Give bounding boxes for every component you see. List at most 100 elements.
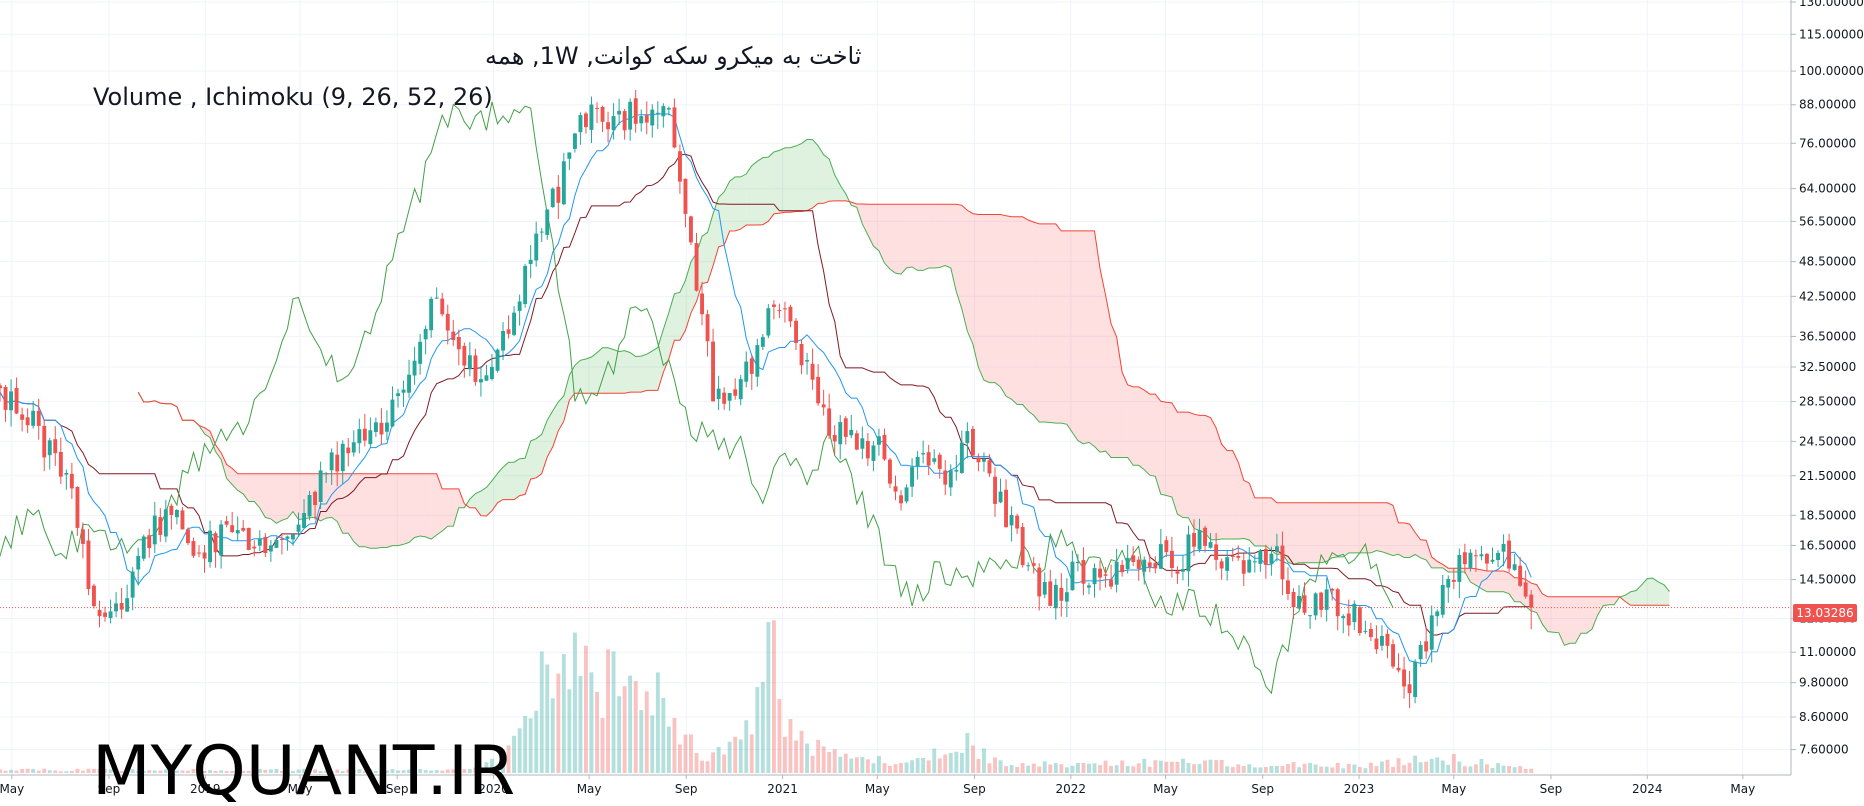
volume-bar xyxy=(1252,767,1257,773)
candle xyxy=(335,441,340,487)
cloud-segment-bullish xyxy=(619,350,625,394)
volume-bar xyxy=(163,769,168,773)
candle-body xyxy=(208,530,212,563)
candle-body xyxy=(650,109,655,126)
cloud-segment-bearish xyxy=(403,473,410,545)
volume-bar xyxy=(75,768,80,773)
candle-body xyxy=(606,122,610,130)
cloud-segment-bearish xyxy=(978,214,984,381)
candle-body xyxy=(274,539,279,548)
candle xyxy=(9,379,13,427)
volume-bar xyxy=(517,728,522,773)
volume-bar xyxy=(1015,767,1020,773)
candle xyxy=(1186,525,1191,587)
candle xyxy=(865,432,870,466)
volume-bar xyxy=(854,757,859,773)
candle xyxy=(130,567,135,611)
cloud-segment-bearish xyxy=(1586,596,1592,634)
cloud-segment-bearish xyxy=(1155,394,1161,495)
candle-body xyxy=(86,540,91,590)
volume-bar xyxy=(904,762,909,773)
cloud-segment-bearish xyxy=(1177,412,1183,518)
candle-body xyxy=(528,259,533,264)
cloud-segment-bearish xyxy=(867,204,874,246)
volume-bar xyxy=(943,754,948,773)
candle xyxy=(744,351,749,388)
volume-bar xyxy=(1147,766,1152,773)
cloud-segment-bearish xyxy=(1315,502,1322,563)
cloud-segment-bearish xyxy=(1321,502,1327,563)
candle xyxy=(25,408,30,434)
candle xyxy=(976,453,981,472)
indicator-legend: Volume , Ichimoku (9, 26, 52, 26) xyxy=(93,83,493,111)
volume-bar xyxy=(1236,764,1241,773)
candle xyxy=(595,102,599,124)
volume-bar xyxy=(738,739,743,773)
volume-bar xyxy=(440,770,445,773)
cloud-segment-bullish xyxy=(685,261,691,331)
candle xyxy=(611,103,616,140)
cloud-segment-bearish xyxy=(1564,596,1570,646)
candle xyxy=(749,355,754,390)
cloud-segment-bearish xyxy=(1542,593,1548,632)
candle-body xyxy=(1313,593,1318,616)
volume-bar xyxy=(1037,766,1042,773)
candle-body xyxy=(1192,533,1196,547)
price-axis[interactable]: 130.00000 115.00000 100.00000 88.00000 76.00… xyxy=(1791,0,1864,757)
volume-bar xyxy=(1070,765,1075,773)
cloud-segment-bearish xyxy=(215,444,222,460)
candle xyxy=(180,506,185,530)
candle-body xyxy=(1346,613,1351,626)
candle xyxy=(694,233,699,292)
candle-body xyxy=(346,447,351,454)
volume-bar xyxy=(1247,764,1252,773)
candle xyxy=(1236,545,1241,561)
candle-body xyxy=(965,431,970,444)
candle xyxy=(655,101,660,129)
volume-bar xyxy=(47,770,52,773)
candle xyxy=(1064,578,1069,618)
volume-bar xyxy=(1076,763,1080,773)
cloud-segment-bearish xyxy=(972,213,979,368)
candle xyxy=(805,352,809,375)
time-axis[interactable]: May Sep 2019 May Sep 2020 May Sep 2021 May Sep 2022… xyxy=(0,775,1755,796)
volume-bar xyxy=(484,762,489,773)
candle xyxy=(650,104,655,138)
cloud-segment-bullish xyxy=(613,349,620,394)
price-axis-tick-label: 100.00000 xyxy=(1799,64,1864,78)
cloud-segment-bullish xyxy=(497,467,503,503)
candle-body xyxy=(119,603,124,610)
candle-body xyxy=(235,530,240,534)
candle xyxy=(578,112,583,145)
cloud-segment-bullish xyxy=(829,159,835,202)
candle-body xyxy=(1241,560,1246,574)
candle xyxy=(479,365,483,397)
cloud-segment-bearish xyxy=(1221,444,1228,539)
candle xyxy=(1203,525,1207,553)
volume-bar xyxy=(1042,761,1047,773)
candle-body xyxy=(1507,540,1511,569)
price-axis-tick-label: 8.60000 xyxy=(1799,710,1849,724)
volume-bar xyxy=(1490,768,1495,773)
candle-body xyxy=(1385,633,1390,646)
candle-body xyxy=(1474,555,1478,557)
candle xyxy=(1131,546,1136,567)
candle-body xyxy=(1026,565,1031,567)
volume-bar xyxy=(539,651,544,773)
candle xyxy=(158,508,163,542)
cloud-segment-bullish xyxy=(1658,581,1664,606)
candle-body xyxy=(1319,592,1324,610)
cloud-segment-bearish xyxy=(414,473,421,538)
volume-bar xyxy=(1203,760,1207,773)
candle-body xyxy=(467,355,472,370)
candle-body xyxy=(954,469,959,472)
volume-bar xyxy=(1263,767,1268,773)
price-axis-tick-label: 21.50000 xyxy=(1799,469,1856,483)
time-axis-tick-label: 2023 xyxy=(1344,782,1375,796)
time-axis-tick-label: Sep xyxy=(675,782,698,796)
candle xyxy=(683,178,688,228)
cloud-segment-bearish xyxy=(254,473,260,508)
candle-body xyxy=(567,152,572,159)
